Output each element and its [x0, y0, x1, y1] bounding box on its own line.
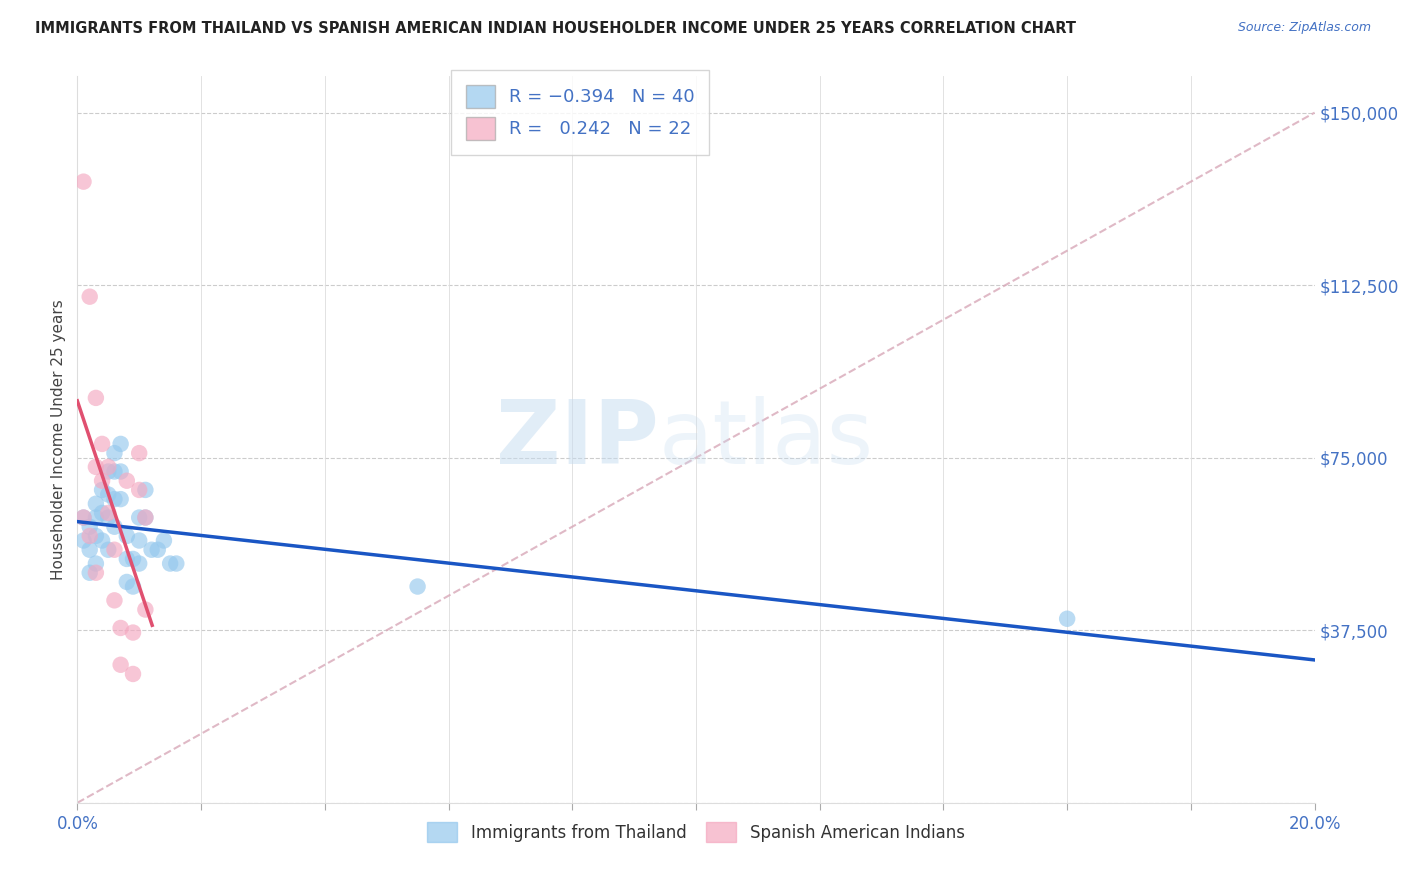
Point — [103, 542, 125, 557]
Point — [79, 542, 101, 557]
Point — [84, 497, 107, 511]
Point — [134, 602, 156, 616]
Point — [97, 465, 120, 479]
Point — [134, 510, 156, 524]
Point — [122, 667, 145, 681]
Point — [103, 593, 125, 607]
Point — [84, 510, 107, 524]
Text: IMMIGRANTS FROM THAILAND VS SPANISH AMERICAN INDIAN HOUSEHOLDER INCOME UNDER 25 : IMMIGRANTS FROM THAILAND VS SPANISH AMER… — [35, 21, 1076, 36]
Point — [128, 533, 150, 548]
Point — [122, 552, 145, 566]
Point — [110, 657, 132, 672]
Text: ZIP: ZIP — [496, 396, 659, 483]
Point — [79, 520, 101, 534]
Point — [97, 542, 120, 557]
Point — [103, 520, 125, 534]
Point — [91, 533, 114, 548]
Point — [84, 459, 107, 474]
Point — [122, 580, 145, 594]
Point — [153, 533, 176, 548]
Point — [72, 510, 94, 524]
Point — [128, 557, 150, 571]
Point — [84, 566, 107, 580]
Point — [72, 533, 94, 548]
Point — [72, 175, 94, 189]
Point — [115, 552, 138, 566]
Point — [79, 566, 101, 580]
Text: atlas: atlas — [659, 396, 875, 483]
Point — [97, 510, 120, 524]
Point — [110, 621, 132, 635]
Point — [103, 465, 125, 479]
Point — [91, 506, 114, 520]
Y-axis label: Householder Income Under 25 years: Householder Income Under 25 years — [51, 299, 66, 580]
Point — [128, 446, 150, 460]
Legend: Immigrants from Thailand, Spanish American Indians: Immigrants from Thailand, Spanish Americ… — [420, 815, 972, 849]
Point — [97, 487, 120, 501]
Point — [134, 510, 156, 524]
Point — [79, 529, 101, 543]
Point — [165, 557, 187, 571]
Point — [110, 492, 132, 507]
Point — [84, 557, 107, 571]
Point — [1056, 612, 1078, 626]
Point — [103, 446, 125, 460]
Text: Source: ZipAtlas.com: Source: ZipAtlas.com — [1237, 21, 1371, 34]
Point — [91, 437, 114, 451]
Point — [128, 483, 150, 497]
Point — [84, 391, 107, 405]
Point — [122, 625, 145, 640]
Point — [159, 557, 181, 571]
Point — [97, 459, 120, 474]
Point — [134, 483, 156, 497]
Point — [91, 474, 114, 488]
Point — [128, 510, 150, 524]
Point — [110, 465, 132, 479]
Point — [115, 474, 138, 488]
Point — [141, 542, 163, 557]
Point — [406, 580, 429, 594]
Point — [115, 529, 138, 543]
Point — [97, 506, 120, 520]
Point — [84, 529, 107, 543]
Point — [72, 510, 94, 524]
Point — [146, 542, 169, 557]
Point — [79, 290, 101, 304]
Point — [103, 492, 125, 507]
Point — [110, 437, 132, 451]
Point — [115, 574, 138, 589]
Point — [91, 483, 114, 497]
